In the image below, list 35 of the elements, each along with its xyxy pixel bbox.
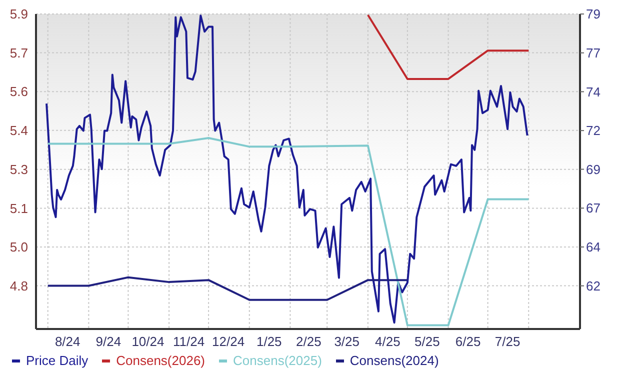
x-tick-label: 9/24 (96, 334, 122, 350)
line-series (46, 276, 408, 301)
legend-label: Consens(2026) (116, 353, 206, 368)
y-tick-label: 4.8 (10, 278, 28, 294)
x-tick-label: 7/25 (494, 334, 520, 350)
y-tick-label: 5.7 (10, 45, 28, 60)
y2-tick-label: 77 (586, 45, 600, 60)
x-tick-label: 12/24 (212, 334, 245, 350)
y2-tick-label: 79 (586, 6, 600, 22)
x-tick-label: 11/24 (173, 334, 205, 350)
y2-tick-label: 62 (586, 278, 600, 294)
y2-tick-label: 72 (586, 123, 600, 138)
y2-tick-label: 67 (586, 200, 600, 216)
x-tick-label: 5/25 (414, 334, 440, 350)
y-tick-label: 5.9 (10, 6, 28, 22)
y-tick-label: 5.3 (10, 162, 28, 178)
x-tick-label: 6/25 (455, 334, 481, 350)
y-tick-label: 5.0 (10, 240, 28, 255)
x-tick-label: 2/25 (296, 334, 322, 350)
y2-tick-label: 69 (586, 162, 600, 177)
x-tick-label: 4/25 (375, 334, 400, 350)
line-series (46, 14, 528, 324)
legend-label: Consens(2024) (350, 353, 439, 368)
x-tick-label: 1/25 (256, 334, 282, 350)
y2-tick-label: 64 (586, 240, 600, 255)
x-tick-label: 8/24 (54, 334, 80, 350)
x-tick-label: 3/25 (334, 334, 360, 350)
y-tick-label: 5.1 (10, 200, 28, 216)
legend-label: Price Daily (26, 353, 88, 368)
line-series (46, 137, 530, 326)
y2-tick-label: 74 (586, 84, 600, 100)
y-tick-label: 5.4 (10, 122, 28, 138)
x-tick-label: 10/24 (132, 334, 164, 350)
legend-label: Consens(2025) (233, 353, 322, 368)
y-tick-label: 5.6 (10, 84, 28, 100)
